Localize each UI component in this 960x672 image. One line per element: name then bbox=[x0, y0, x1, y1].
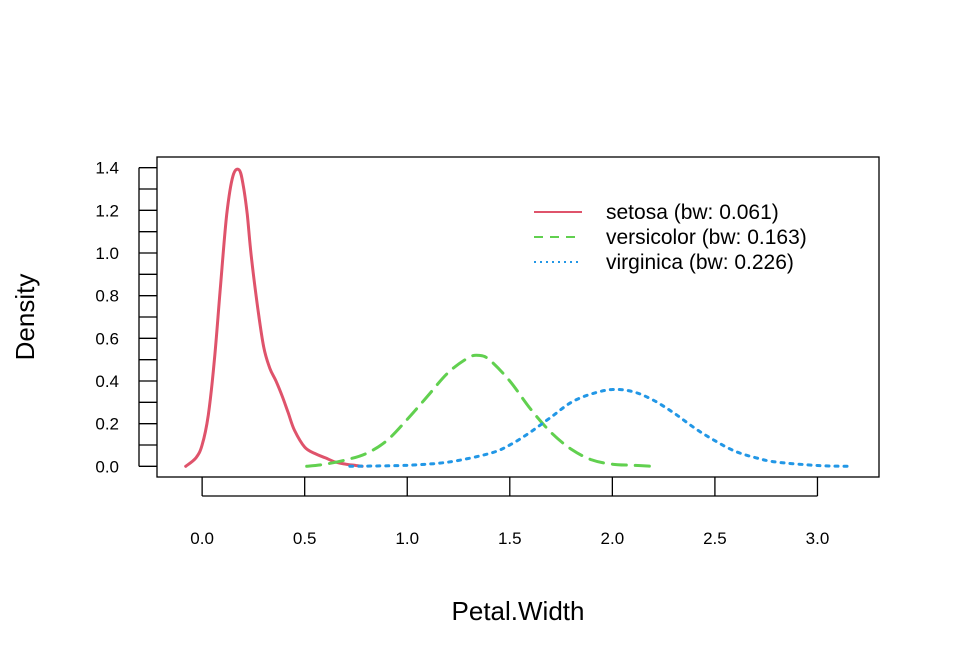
x-tick-label: 0.5 bbox=[293, 529, 317, 548]
legend-label: versicolor (bw: 0.163) bbox=[606, 226, 807, 249]
legend: setosa (bw: 0.061)versicolor (bw: 0.163)… bbox=[534, 201, 807, 274]
legend-label: setosa (bw: 0.061) bbox=[606, 201, 779, 224]
y-tick-label: 0.4 bbox=[95, 372, 119, 391]
x-tick-label: 2.5 bbox=[703, 529, 727, 548]
y-tick-label: 1.0 bbox=[95, 244, 119, 263]
y-axis: 0.0 0.2 0.4 0.6 0.8 1.0 1.2 1.4 bbox=[95, 159, 157, 476]
y-tick-label: 1.2 bbox=[95, 201, 119, 220]
density-curves bbox=[184, 167, 850, 468]
y-tick-label: 1.4 bbox=[95, 159, 119, 178]
x-tick-label: 2.0 bbox=[601, 529, 625, 548]
x-tick-label: 0.0 bbox=[190, 529, 214, 548]
y-tick-label: 0.0 bbox=[95, 457, 119, 476]
x-tick-label: 1.5 bbox=[498, 529, 522, 548]
x-tick-label: 3.0 bbox=[806, 529, 830, 548]
x-axis-title: Petal.Width bbox=[452, 596, 585, 626]
series-line-setosa bbox=[184, 167, 364, 468]
series-line-versicolor bbox=[305, 353, 655, 468]
x-tick-label: 1.0 bbox=[395, 529, 419, 548]
y-tick-label: 0.6 bbox=[95, 329, 119, 348]
series-line-virginica bbox=[348, 387, 850, 468]
y-axis-title: Density bbox=[10, 274, 40, 361]
legend-label: virginica (bw: 0.226) bbox=[606, 251, 794, 274]
y-tick-label: 0.8 bbox=[95, 287, 119, 306]
x-axis: 0.0 0.5 1.0 1.5 2.0 2.5 3.0 bbox=[190, 477, 829, 548]
y-tick-label: 0.2 bbox=[95, 415, 119, 434]
